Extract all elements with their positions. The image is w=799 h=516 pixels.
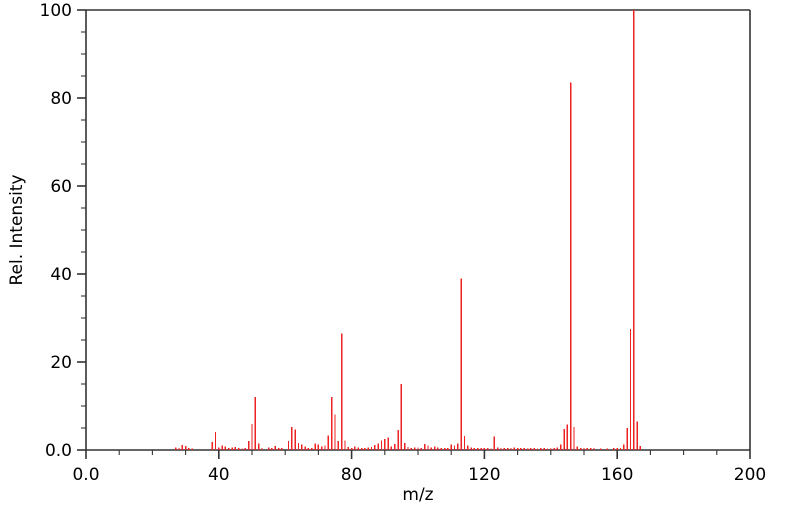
x-tick-label: 40 xyxy=(208,465,230,485)
y-axis-title: Rel. Intensity xyxy=(7,174,27,285)
x-axis-title: m/z xyxy=(402,485,433,505)
y-axis-ticks: 0.0 20 40 60 80 100 xyxy=(40,1,86,461)
x-tick-label: 160 xyxy=(601,465,633,485)
y-tick-label: 0.0 xyxy=(45,441,72,461)
x-tick-label: 80 xyxy=(341,465,363,485)
x-tick-label: 120 xyxy=(468,465,500,485)
y-tick-label: 100 xyxy=(40,1,72,21)
y-tick-label: 40 xyxy=(50,265,72,285)
y-tick-label: 60 xyxy=(50,177,72,197)
y-tick-label: 80 xyxy=(50,89,72,109)
y-tick-label: 20 xyxy=(50,353,72,373)
x-tick-label: 200 xyxy=(734,465,766,485)
x-tick-label: 0.0 xyxy=(72,465,99,485)
spectrum-peaks xyxy=(174,10,642,450)
plot-axes xyxy=(85,9,751,451)
x-axis-ticks: 0.0 40 80 120 160 200 xyxy=(72,450,766,485)
